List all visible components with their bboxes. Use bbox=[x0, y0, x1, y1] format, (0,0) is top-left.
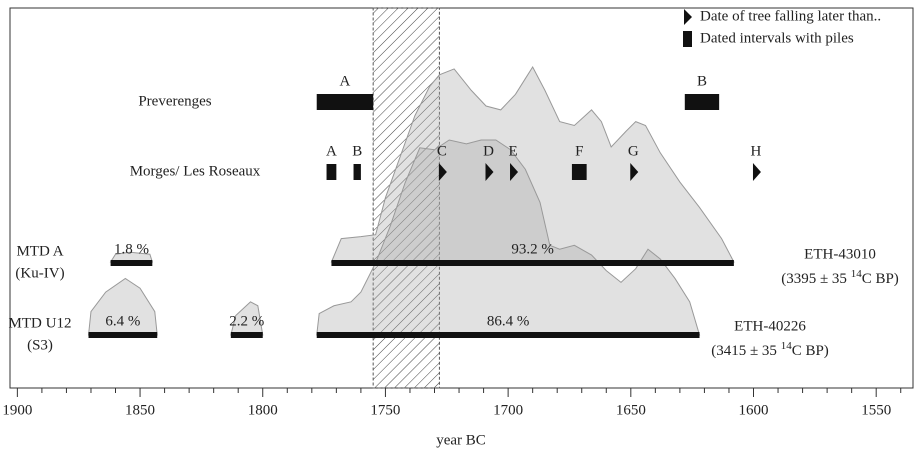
calibrated-interval bbox=[110, 260, 153, 266]
calibrated-interval bbox=[316, 332, 700, 338]
tree-falling-marker bbox=[752, 163, 761, 181]
probability-label: 2.2 % bbox=[229, 313, 264, 329]
radiocarbon-age: (3395 ± 35 14C BP) bbox=[781, 268, 899, 288]
age-prefix: (3415 ± 35 bbox=[711, 343, 780, 359]
plot-frame bbox=[9, 7, 914, 389]
radiocarbon-age: (3415 ± 35 14C BP) bbox=[711, 340, 829, 360]
dated-interval bbox=[571, 164, 587, 180]
calibrated-interval bbox=[230, 332, 263, 338]
site-label: Preverenges bbox=[138, 93, 211, 109]
hatched-interval bbox=[372, 7, 440, 389]
foreground-layer: 1900 1850 1800 1750 1700 1650 1600 1550 Preveren… bbox=[2, 8, 902, 418]
event-label: F bbox=[575, 143, 583, 159]
sample-name: MTD U12 bbox=[9, 315, 72, 331]
probability-label: 86.4 % bbox=[487, 313, 530, 329]
sample-name: MTD A bbox=[16, 243, 63, 259]
site-label: Morges/ Les Roseaux bbox=[130, 163, 261, 179]
event-label: C bbox=[437, 143, 447, 159]
x-tick-label: 1700 bbox=[493, 402, 523, 418]
event-label: G bbox=[628, 143, 639, 159]
probability-label: 93.2 % bbox=[511, 241, 554, 257]
x-tick-label: 1900 bbox=[2, 402, 32, 418]
event-label: A bbox=[326, 143, 337, 159]
x-tick-label: 1800 bbox=[248, 402, 278, 418]
tree-falling-marker bbox=[510, 163, 519, 181]
event-label: H bbox=[751, 143, 762, 159]
dated-interval bbox=[316, 94, 374, 110]
tree-falling-marker bbox=[630, 163, 639, 181]
dated-interval bbox=[353, 164, 361, 180]
sample-subname: (S3) bbox=[27, 337, 53, 353]
event-label: D bbox=[483, 143, 494, 159]
age-superscript: 14 bbox=[851, 268, 863, 280]
x-tick-label: 1650 bbox=[616, 402, 646, 418]
event-label: A bbox=[340, 73, 351, 89]
x-axis-label: year BC bbox=[436, 432, 486, 448]
lab-id: ETH-43010 bbox=[804, 246, 876, 262]
age-suffix: C BP) bbox=[792, 343, 829, 359]
calibrated-interval bbox=[88, 332, 158, 338]
age-superscript: 14 bbox=[781, 340, 793, 352]
tree-falling-marker bbox=[438, 163, 447, 181]
x-tick-label: 1850 bbox=[125, 402, 155, 418]
x-tick-label: 1600 bbox=[739, 402, 769, 418]
legend-marker bbox=[684, 9, 692, 25]
dated-interval bbox=[684, 94, 720, 110]
event-label: E bbox=[508, 143, 517, 159]
event-label: B bbox=[352, 143, 362, 159]
legend-marker bbox=[683, 31, 692, 47]
age-suffix: C BP) bbox=[862, 271, 899, 287]
lab-id: ETH-40226 bbox=[734, 318, 806, 334]
probability-label: 6.4 % bbox=[105, 313, 140, 329]
background-layer bbox=[87, 7, 735, 389]
sample-subname: (Ku-IV) bbox=[15, 265, 64, 281]
age-prefix: (3395 ± 35 bbox=[781, 271, 850, 287]
dated-interval bbox=[326, 164, 337, 180]
legend-label: Dated intervals with piles bbox=[700, 30, 854, 46]
x-tick-label: 1750 bbox=[370, 402, 400, 418]
event-label: B bbox=[697, 73, 707, 89]
legend-label: Date of tree falling later than.. bbox=[700, 8, 881, 24]
tree-falling-marker bbox=[485, 163, 494, 181]
calibrated-interval bbox=[331, 260, 734, 266]
x-tick-label: 1550 bbox=[861, 402, 891, 418]
probability-label: 1.8 % bbox=[114, 241, 149, 257]
